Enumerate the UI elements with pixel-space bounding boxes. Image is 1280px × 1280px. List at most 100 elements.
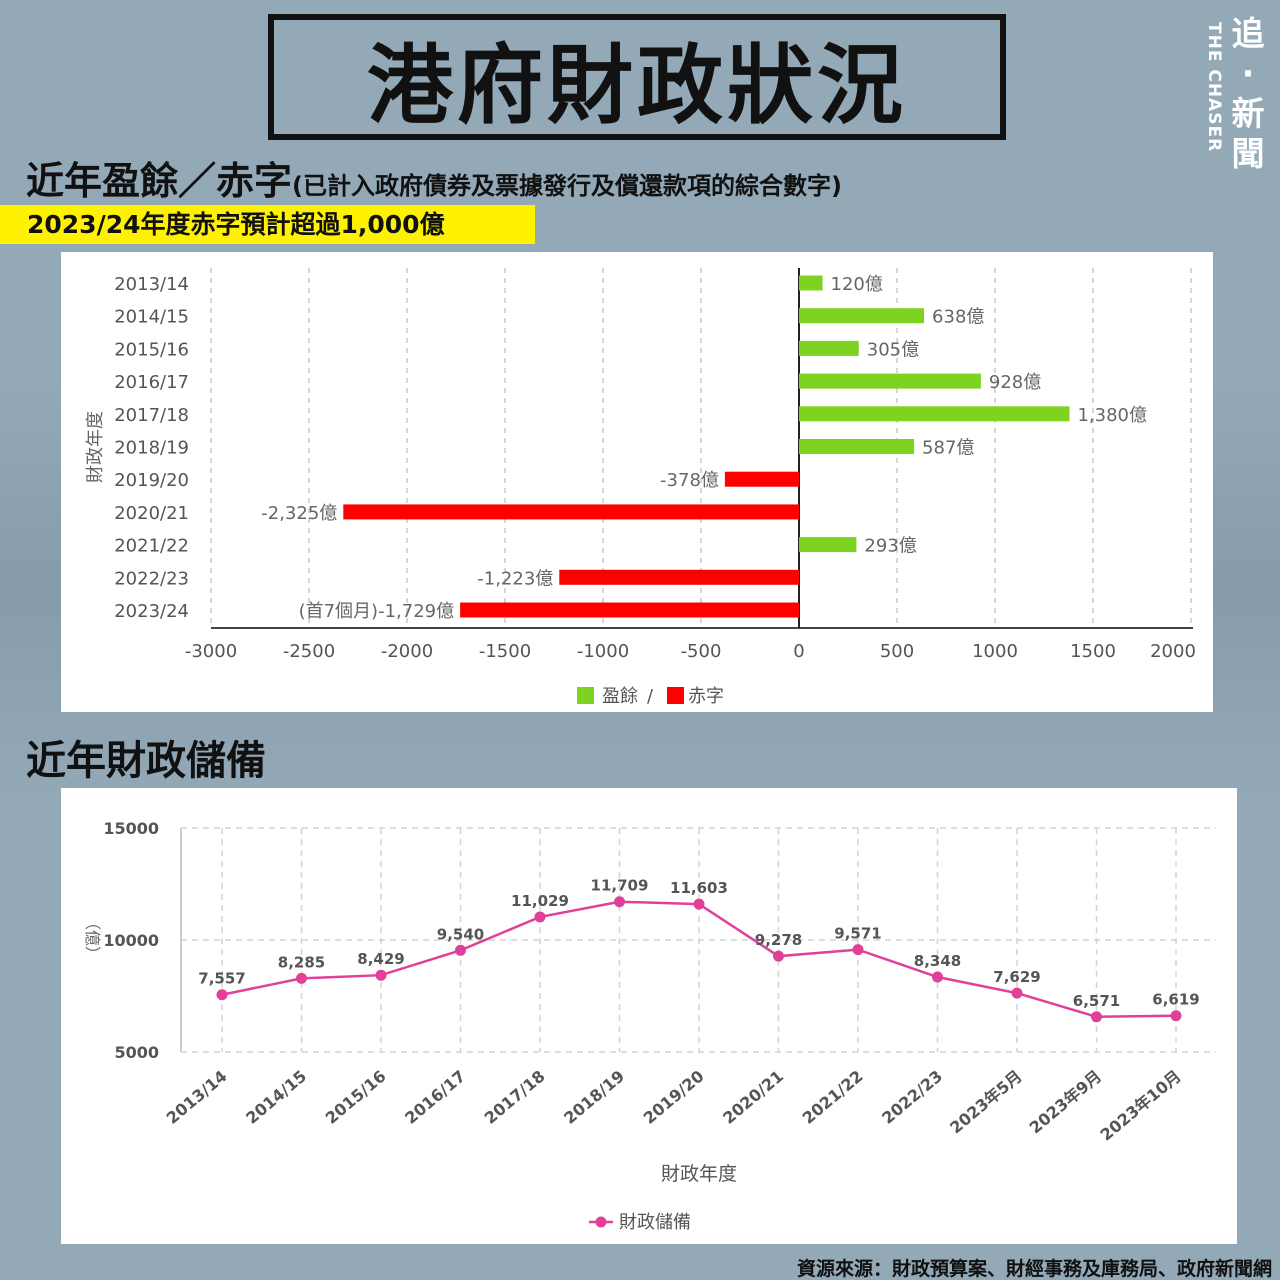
chart1-category-labels: 2013/14 2014/15 2015/16 2016/17 2017/18 2018/… [114, 274, 189, 622]
chart2-data-label: 9,540 [437, 925, 484, 943]
chart1-data-label: 638億 [932, 307, 984, 328]
chart1-category-label: 2013/14 [114, 274, 189, 295]
chart2-data-label: 8,285 [278, 953, 325, 971]
chart1-category-label: 2015/16 [114, 339, 189, 360]
chart1-tick-label: -1500 [479, 641, 531, 662]
chart2-data-label: 9,278 [755, 931, 802, 949]
chart2-x-tick-label: 2023年10月 [1097, 1067, 1185, 1145]
chart1-bar-2022/23 [559, 569, 799, 585]
chart2-point [614, 896, 625, 908]
chart1-bar-2016/17 [799, 373, 981, 389]
chart2-x-tick-label: 2022/23 [878, 1067, 946, 1128]
chart1-category-label: 2017/18 [114, 405, 189, 426]
chart2-y-tick-label: 10000 [103, 931, 159, 950]
chart1-bar-2013/14 [799, 275, 823, 291]
chart1-bar-2017/18 [799, 406, 1070, 422]
chart2-data-labels: 7,557 8,285 8,429 9,540 11,029 11,709 11,603 9,… [198, 877, 1199, 1010]
chart1-tick-label: -1000 [577, 641, 629, 662]
page-title: 港府財政狀況 [268, 14, 1006, 140]
chart1-category-label: 2020/21 [114, 503, 189, 524]
chart1-data-label: (首7個月)-1,729億 [299, 601, 455, 622]
chart1-bar-2021/22 [799, 537, 857, 553]
chart1-legend-swatch-deficit [667, 687, 684, 704]
chart1-tick-label: 500 [880, 641, 914, 662]
chart2-x-tick-label: 2014/15 [242, 1067, 310, 1128]
chart1-legend-label-surplus: 盈餘 [602, 686, 638, 707]
logo-chinese: 追·新聞 [1231, 14, 1265, 173]
source-note: 資源來源：財政預算案、財經事務及庫務局、政府新聞網 [796, 1258, 1272, 1280]
chart2-point [534, 911, 546, 923]
chart1-legend-separator: / [647, 686, 654, 707]
fiscal-reserve-chart: 5000 10000 15000 2013/14 2014/15 2015/16 2016… [83, 819, 1216, 1233]
chart1-category-label: 2021/22 [114, 536, 189, 557]
chart1-category-label: 2014/15 [114, 307, 189, 328]
logo-english: THE CHASER [1204, 22, 1224, 153]
chart1-data-label: 305億 [867, 339, 919, 360]
chart1-legend-swatch-surplus [577, 687, 594, 704]
chart1-data-label: 293億 [864, 536, 916, 557]
surplus-deficit-chart: 120億 638億 305億 928億 1,380億 587億 -378億 -2,325億 29… [85, 268, 1196, 707]
chart2-point [1170, 1010, 1182, 1022]
chart2-y-tick-label: 15000 [103, 819, 159, 838]
chart2-point [375, 969, 387, 981]
chart1-category-label: 2016/17 [114, 372, 189, 393]
chart1-data-label: 928億 [989, 372, 1041, 393]
chart1-bars [343, 275, 1070, 618]
chart2-x-tick-label: 2017/18 [481, 1067, 549, 1128]
chart2-data-label: 6,571 [1073, 992, 1120, 1010]
chart2-data-label: 8,429 [357, 950, 404, 968]
chart2-x-tick-label: 2013/14 [163, 1067, 231, 1128]
chart1-tick-label: -500 [681, 641, 722, 662]
chart2-x-tick-label: 2016/17 [401, 1067, 469, 1128]
chart2-x-tick-label: 2021/22 [799, 1067, 867, 1128]
chart2-y-tick-label: 5000 [114, 1043, 159, 1062]
chart2-point [693, 898, 705, 910]
chart1-bar-2014/15 [799, 308, 925, 324]
chart1-data-label: -2,325億 [261, 503, 337, 524]
chart2-data-label: 7,557 [198, 970, 245, 988]
chart1-grid [210, 268, 1193, 629]
chart2-x-tick-label: 2020/21 [719, 1067, 787, 1128]
chart1-data-label: 120億 [831, 274, 883, 295]
chart1-tick-label: -2000 [381, 641, 433, 662]
chart2-data-label: 6,619 [1152, 991, 1199, 1009]
chart2-data-label: 7,629 [993, 968, 1040, 986]
chart1-legend: 盈餘 / 赤字 [577, 686, 724, 707]
chart1-bar-2019/20 [724, 471, 799, 487]
chart1-category-label: 2022/23 [114, 568, 189, 589]
brand-logo: 追·新聞 THE CHASER [1198, 14, 1270, 173]
chart1-category-label: 2019/20 [114, 470, 189, 491]
chart2-y-tick-labels: 5000 10000 15000 [103, 819, 159, 1062]
chart2-legend-label: 財政儲備 [619, 1212, 691, 1233]
chart2-x-axis-label: 財政年度 [661, 1163, 737, 1185]
chart1-tick-label: -2500 [283, 641, 335, 662]
chart2-legend-marker [595, 1216, 607, 1228]
section1-title: 近年盈餘／赤字 [26, 159, 293, 203]
chart2-point [1011, 987, 1023, 999]
chart1-bar-2020/21 [343, 504, 799, 520]
chart2-legend: 財政儲備 [589, 1212, 691, 1233]
chart1-category-label: 2023/24 [114, 601, 189, 622]
deficit-highlight: 2023/24年度赤字預計超過1,000億 [0, 205, 535, 244]
chart1-bar-2023/24 [460, 602, 799, 618]
chart2-point [296, 972, 307, 984]
chart2-point [852, 944, 864, 956]
section1-heading: 近年盈餘／赤字(已計入政府債券及票據發行及償還款項的綜合數字) [26, 150, 842, 205]
chart1-tick-labels: -3000 -2500 -2000 -1500 -1000 -500 0 500 1000 150… [185, 641, 1196, 662]
chart2-y-axis-label: （億） [83, 914, 102, 962]
chart2-data-label: 11,029 [511, 892, 569, 910]
chart2-data-label: 11,603 [670, 879, 728, 897]
chart2-x-tick-label: 2019/20 [640, 1067, 708, 1128]
section1-subtitle: (已計入政府債券及票據發行及償還款項的綜合數字) [292, 172, 842, 200]
chart2-data-label: 9,571 [834, 925, 881, 943]
chart1-bar-2018/19 [799, 439, 915, 454]
chart2-x-tick-label: 2023年9月 [1026, 1067, 1105, 1138]
chart2-point [932, 971, 943, 983]
chart2-x-tick-label: 2023年5月 [946, 1067, 1025, 1138]
chart2-point [773, 950, 784, 962]
chart2-x-tick-label: 2018/19 [560, 1067, 628, 1128]
chart1-data-label: 587億 [922, 438, 974, 459]
chart1-bar-2015/16 [799, 340, 859, 356]
chart1-category-label: 2018/19 [114, 438, 189, 459]
chart2-data-label: 8,348 [914, 952, 961, 970]
